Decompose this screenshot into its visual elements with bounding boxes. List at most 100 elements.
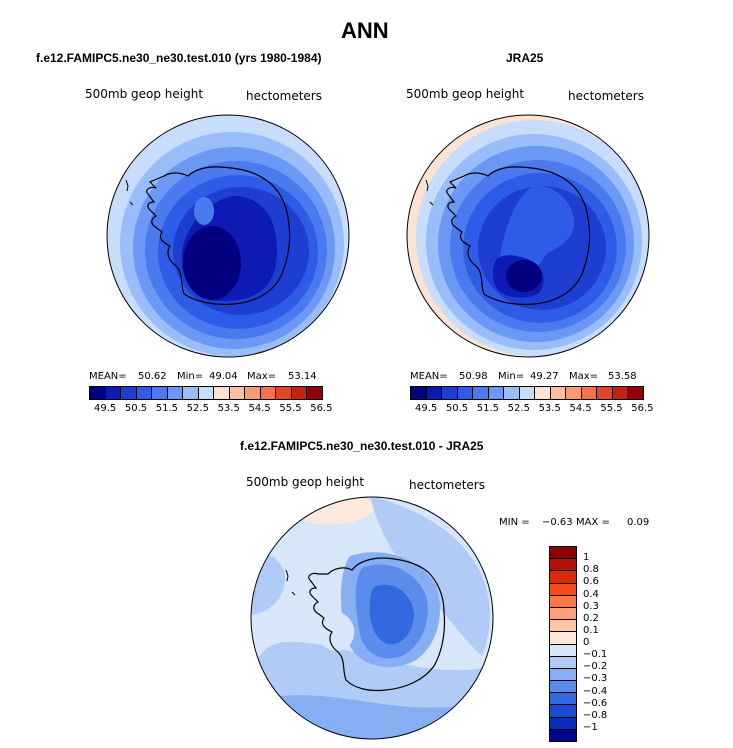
- right-colorbar-swatch: [488, 387, 505, 399]
- left-colorbar-swatch: [167, 387, 184, 399]
- left-colorbar-swatch: [276, 387, 292, 399]
- left-contour-dome: [194, 197, 214, 225]
- left-colorbar-tick-label: 53.5: [217, 403, 240, 414]
- left-variable-label: 500mb geop height: [85, 87, 204, 101]
- right-colorbar-swatch: [566, 387, 582, 399]
- right-colorbar-tick-label: 53.5: [538, 403, 561, 414]
- diff-colorbar-tick-label: 0: [583, 637, 590, 648]
- left-mean-value: 50.62: [138, 371, 167, 382]
- diff-colorbar-tick-label: −1: [583, 721, 598, 733]
- left-colorbar-ticks: 49.5 50.5 51.5 52.5 53.5 54.5 55.5 56.5: [94, 403, 333, 414]
- antarctica-coastline-icon: [446, 166, 591, 306]
- right-colorbar-swatch: [628, 387, 643, 399]
- right-min-label: Min=: [498, 371, 525, 382]
- diff-map-border: [250, 496, 494, 740]
- right-colorbar-swatch: [457, 387, 474, 399]
- right-mean-value: 50.98: [459, 371, 488, 382]
- left-colorbar-swatch: [90, 387, 106, 399]
- left-colorbar-swatch: [136, 387, 153, 399]
- left-contour-min: [183, 226, 241, 300]
- diff-max-value: 0.09: [627, 517, 650, 528]
- diff-colorbar-swatch: [550, 656, 576, 669]
- diff-colorbar-swatch: [550, 693, 576, 706]
- left-polar-map: [106, 114, 350, 358]
- left-colorbar-swatch: [229, 387, 246, 399]
- diff-colorbar-swatch: [550, 644, 576, 657]
- diff-colorbar-swatch: [550, 571, 576, 584]
- diff-colorbar-tick-label: 0.1: [583, 624, 599, 636]
- left-colorbar-swatch: [245, 387, 261, 399]
- left-colorbar-swatch: [260, 387, 277, 399]
- diff-colorbar-tick-label: −0.3: [583, 673, 608, 685]
- diff-region-min: [369, 584, 414, 645]
- right-colorbar-tick-label: 55.5: [600, 403, 623, 414]
- left-colorbar: [89, 386, 323, 400]
- left-islands-icon: [125, 179, 134, 206]
- left-colorbar-swatch: [183, 387, 199, 399]
- right-colorbar-swatch: [442, 387, 458, 399]
- right-colorbar-tick-label: 49.5: [415, 403, 438, 414]
- diff-colorbar-swatch: [550, 547, 576, 560]
- right-colorbar-swatch: [426, 387, 443, 399]
- right-colorbar-swatch: [581, 387, 598, 399]
- diff-colorbar-tick-label: 0.2: [583, 612, 599, 624]
- left-colorbar-tick-label: 54.5: [248, 403, 271, 414]
- diff-colorbar-tick-label: −0.4: [583, 685, 608, 697]
- right-mean-label: MEAN=: [410, 371, 448, 382]
- right-colorbar-tick-label: 51.5: [476, 403, 500, 414]
- left-colorbar-swatch: [121, 387, 137, 399]
- right-colorbar-swatch: [550, 387, 567, 399]
- left-mean-label: MEAN=: [89, 371, 127, 382]
- diff-colorbar-swatch: [550, 668, 576, 682]
- left-max-value: 53.14: [288, 371, 317, 382]
- right-colorbar-swatch: [535, 387, 551, 399]
- left-colorbar-swatch: [307, 387, 322, 399]
- diff-colorbar: [549, 546, 577, 742]
- left-colorbar-tick-label: 51.5: [155, 403, 179, 414]
- diff-colorbar-swatch: [550, 583, 576, 596]
- diff-region-east: [370, 497, 490, 656]
- right-colorbar-swatch: [504, 387, 520, 399]
- left-colorbar-swatch: [198, 387, 215, 399]
- right-max-value: 53.58: [608, 371, 637, 382]
- left-units-label: hectometers: [246, 89, 322, 103]
- antarctica-coastline-icon: [308, 557, 446, 692]
- left-colorbar-tick-label: 50.5: [124, 403, 148, 414]
- diff-colorbar-tick-label: 0.8: [583, 564, 599, 576]
- antarctica-coastline-icon: [146, 166, 291, 306]
- diff-min-value: −0.63: [542, 517, 573, 528]
- diff-colorbar-swatch: [550, 681, 576, 694]
- right-colorbar-swatch: [519, 387, 536, 399]
- right-panel-title: JRA25: [506, 51, 544, 65]
- right-colorbar-tick-label: 54.5: [569, 403, 592, 414]
- right-map-border: [406, 114, 650, 358]
- diff-colorbar-swatch: [550, 607, 576, 621]
- diff-colorbar-swatch: [550, 632, 576, 645]
- diff-max-label: MAX =: [576, 517, 610, 528]
- left-map-border: [106, 114, 350, 358]
- diff-region-peninsula: [315, 611, 355, 651]
- diff-colorbar-swatch: [550, 620, 576, 633]
- right-colorbar-tick-label: 50.5: [445, 403, 469, 414]
- main-title: ANN: [341, 18, 389, 43]
- left-max-label: Max=: [247, 371, 277, 382]
- diff-colorbar-tick-label: 0.3: [583, 600, 599, 612]
- right-units-label: hectometers: [568, 89, 644, 103]
- right-contour-min: [506, 260, 542, 292]
- left-colorbar-tick-label: 56.5: [310, 403, 333, 414]
- diff-colorbar-swatch: [550, 559, 576, 572]
- diff-colorbar-tick-label: −0.1: [583, 649, 608, 661]
- right-colorbar-swatch: [612, 387, 629, 399]
- left-colorbar-swatch: [152, 387, 168, 399]
- diff-colorbar-tick-label: −0.6: [583, 697, 608, 709]
- left-colorbar-tick-label: 55.5: [279, 403, 302, 414]
- left-colorbar-tick-label: 49.5: [94, 403, 117, 414]
- right-max-label: Max=: [569, 371, 599, 382]
- diff-colorbar-tick-label: −0.8: [583, 709, 608, 721]
- diff-islands-icon: [285, 569, 296, 596]
- diff-colorbar-swatch: [550, 705, 576, 718]
- right-colorbar-ticks: 49.5 50.5 51.5 52.5 53.5 54.5 55.5 56.5: [415, 403, 654, 414]
- right-colorbar-swatch: [597, 387, 613, 399]
- diff-variable-label: 500mb geop height: [246, 475, 365, 489]
